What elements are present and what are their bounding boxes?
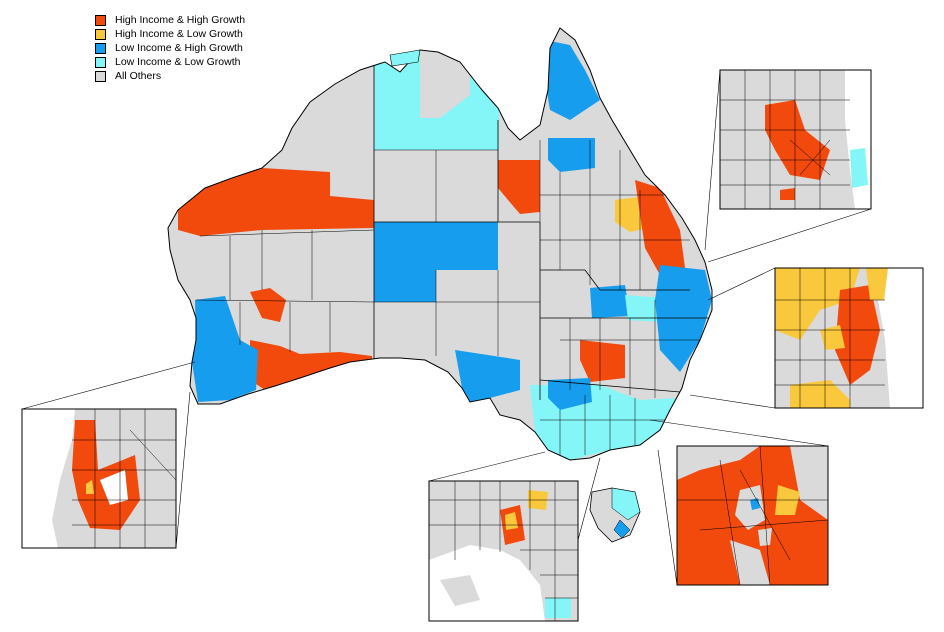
legend-item: Low Income & Low Growth (95, 55, 245, 69)
legend-item: All Others (95, 69, 245, 83)
state-boundaries (373, 40, 710, 400)
legend-swatch (95, 42, 106, 54)
cape-york-region (545, 40, 600, 120)
inset-perth-frame (21, 408, 177, 549)
goldfields-region (250, 340, 372, 390)
inset-brisbane-frame (719, 69, 872, 210)
legend-swatch (95, 28, 106, 40)
central-sa-region (374, 222, 498, 270)
nsw-central-region (580, 340, 625, 382)
legend-item: Low Income & High Growth (95, 41, 245, 55)
region-boundaries (195, 140, 700, 455)
central-sa-region-2 (374, 270, 436, 302)
inset-hunter-frame (774, 267, 924, 409)
wa-sw-blue (192, 296, 258, 402)
legend-label: Low Income & High Growth (115, 42, 243, 54)
inset-sydney-frame (676, 445, 829, 586)
mainland-coastline (167, 27, 713, 461)
tasmania (589, 487, 641, 543)
nsw-coast-blue (655, 265, 712, 372)
legend-swatch (95, 14, 106, 26)
nt-north-gray (420, 50, 470, 118)
qld-mid-region (548, 138, 595, 172)
sa-east-blue (455, 350, 520, 402)
inset-melbourne-frame (428, 480, 579, 622)
leader-lines (21, 69, 872, 586)
legend-item: High Income & Low Growth (95, 27, 245, 41)
inset-sydney (677, 446, 828, 585)
mainland (168, 28, 712, 460)
legend-swatch (95, 56, 106, 68)
legend-label: Low Income & Low Growth (115, 56, 241, 68)
qld-west-region (498, 160, 540, 214)
legend-swatch (95, 70, 106, 82)
kimberley-region (178, 168, 374, 236)
legend-label: All Others (115, 70, 162, 82)
inset-perth (22, 409, 176, 548)
legend-label: High Income & High Growth (115, 14, 246, 26)
inset-hunter (775, 268, 923, 408)
pilbara-region (250, 288, 286, 322)
legend-item: High Income & High Growth (95, 13, 245, 27)
qld-coast-region (635, 180, 685, 275)
inset-brisbane (720, 70, 871, 209)
vic-blue-patch (548, 378, 592, 410)
inset-melbourne (429, 481, 578, 621)
nsw-blue-region (590, 285, 630, 318)
legend: High Income & High Growth High Income & L… (95, 13, 245, 83)
northern-island (389, 49, 421, 67)
legend-label: High Income & Low Growth (115, 28, 243, 40)
